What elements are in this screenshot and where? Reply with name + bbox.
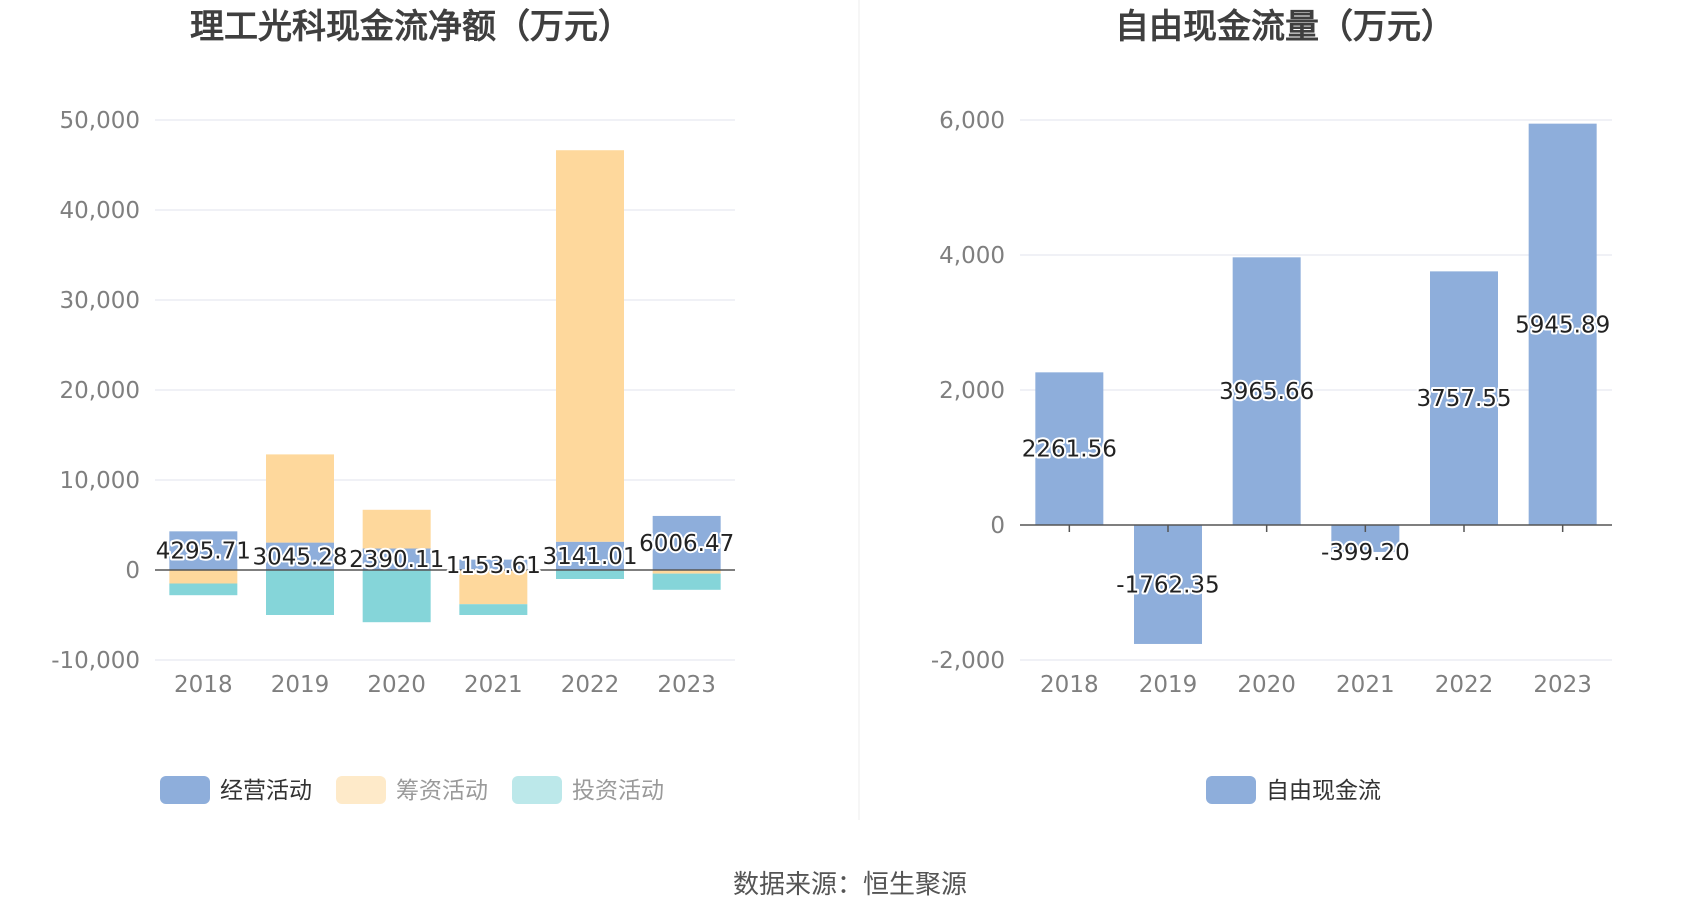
y-tick-label: -2,000 bbox=[931, 648, 1005, 674]
data-label: 2261.56 bbox=[1022, 437, 1117, 463]
bar-2022-series-0 bbox=[556, 541, 624, 570]
bar-2022 bbox=[1430, 271, 1498, 525]
free-cash-flow-chart: 自由现金流量（万元） -2,000 0 2,000 4,000 6,000 2018 2019… bbox=[931, 7, 1612, 804]
x-tick-label: 2020 bbox=[367, 672, 426, 698]
legend-label: 筹资活动 bbox=[396, 778, 488, 804]
y-tick-label: 20,000 bbox=[60, 378, 140, 404]
data-label: -1762.35 bbox=[1116, 572, 1219, 598]
bar-2023-series-1 bbox=[652, 570, 721, 574]
x-tick-label: 2018 bbox=[1040, 672, 1099, 698]
x-tick-label: 2020 bbox=[1237, 672, 1296, 698]
bar-2020-series-0 bbox=[362, 548, 431, 570]
data-label: 2390.11 bbox=[349, 547, 444, 573]
bar-2023-series-0 bbox=[652, 515, 721, 570]
y-tick-label: -10,000 bbox=[51, 648, 140, 674]
data-label: -399.20 bbox=[1321, 540, 1410, 566]
chart-title: 自由现金流量（万元） bbox=[1115, 7, 1455, 47]
bar-2018-series-1 bbox=[169, 570, 238, 584]
data-label: 4295.71 bbox=[156, 539, 251, 565]
data-label: 5945.89 bbox=[1515, 312, 1610, 338]
data-label: 6006.47 bbox=[639, 531, 734, 557]
cash-flow-net-chart: 理工光科现金流净额（万元） -10,000 0 10,000 20,000 30,000 4… bbox=[51, 7, 736, 804]
x-tick-label: 2021 bbox=[1336, 672, 1395, 698]
bar-2023-series-2 bbox=[652, 573, 721, 590]
y-tick-label: 4,000 bbox=[939, 243, 1005, 269]
data-label: 3141.01 bbox=[542, 544, 637, 570]
data-label: 3045.28 bbox=[252, 544, 347, 570]
data-label: 1153.61 bbox=[446, 553, 541, 579]
y-tick-label: 0 bbox=[125, 558, 140, 584]
bar-2018-series-0 bbox=[169, 531, 238, 570]
y-tick-label: 30,000 bbox=[60, 288, 140, 314]
source-note: 数据来源：恒生聚源 bbox=[733, 870, 967, 900]
bar-2022-series-1 bbox=[556, 150, 624, 542]
data-label: 3965.66 bbox=[1219, 379, 1314, 405]
bar-2020-series-1 bbox=[362, 509, 431, 549]
y-tick-label: 10,000 bbox=[60, 468, 140, 494]
x-tick-label: 2021 bbox=[464, 672, 523, 698]
bar-2018-series-2 bbox=[169, 583, 238, 596]
bar-2019 bbox=[1134, 525, 1202, 644]
x-tick-label: 2019 bbox=[1139, 672, 1198, 698]
bar-2021-series-0 bbox=[459, 559, 528, 570]
y-tick-label: 50,000 bbox=[60, 108, 140, 134]
legend-swatch bbox=[1206, 776, 1256, 804]
bar-2019-series-1 bbox=[266, 454, 334, 543]
data-label: 3757.55 bbox=[1416, 386, 1511, 412]
x-tick-label: 2023 bbox=[657, 672, 716, 698]
bar-2018 bbox=[1035, 372, 1104, 525]
bar-2020-series-2 bbox=[362, 570, 431, 623]
bar-2021-series-2 bbox=[459, 604, 528, 615]
x-tick-label: 2023 bbox=[1533, 672, 1592, 698]
y-tick-label: 2,000 bbox=[939, 378, 1005, 404]
legend-swatch bbox=[512, 776, 562, 804]
legend-swatch bbox=[336, 776, 386, 804]
x-tick-label: 2018 bbox=[174, 672, 233, 698]
x-tick-label: 2022 bbox=[561, 672, 620, 698]
x-tick-label: 2019 bbox=[271, 672, 330, 698]
y-tick-label: 6,000 bbox=[939, 108, 1005, 134]
bar-2020 bbox=[1232, 257, 1301, 525]
y-tick-label: 40,000 bbox=[60, 198, 140, 224]
chart-title: 理工光科现金流净额（万元） bbox=[190, 7, 632, 47]
bar-2022-series-2 bbox=[556, 570, 624, 579]
bar-2019-series-2 bbox=[266, 570, 334, 615]
bar-2023 bbox=[1528, 123, 1597, 525]
y-tick-label: 0 bbox=[990, 513, 1005, 539]
x-tick-label: 2022 bbox=[1435, 672, 1494, 698]
legend-label: 自由现金流 bbox=[1266, 778, 1381, 804]
legend-label: 经营活动 bbox=[220, 778, 312, 804]
legend-label: 投资活动 bbox=[572, 778, 664, 804]
bar-2021-series-1 bbox=[459, 570, 528, 605]
bar-2019-series-0 bbox=[266, 542, 334, 570]
legend-swatch bbox=[160, 776, 210, 804]
